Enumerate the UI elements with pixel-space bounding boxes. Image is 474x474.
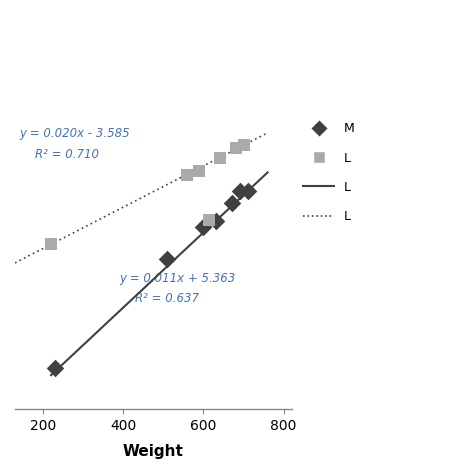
Point [196,167,203,174]
Point [244,188,251,195]
Legend: M, L, L , L  : M, L, L , L [298,117,364,228]
Point [183,171,191,178]
Point [232,145,239,152]
Point [200,223,207,231]
Point [51,364,59,372]
Text: R² = 0.637: R² = 0.637 [135,292,199,305]
Point [240,141,247,148]
Text: y = 0.011x + 5.363: y = 0.011x + 5.363 [119,272,236,284]
Point [164,255,171,263]
Point [228,199,235,207]
Point [206,216,213,223]
Point [236,188,243,195]
Point [47,240,55,248]
Point [216,154,223,162]
Point [212,218,219,225]
Point [240,141,247,148]
Text: y = 0.020x - 3.585: y = 0.020x - 3.585 [19,127,129,140]
Text: R² = 0.710: R² = 0.710 [35,147,99,161]
X-axis label: Weight: Weight [123,444,184,459]
